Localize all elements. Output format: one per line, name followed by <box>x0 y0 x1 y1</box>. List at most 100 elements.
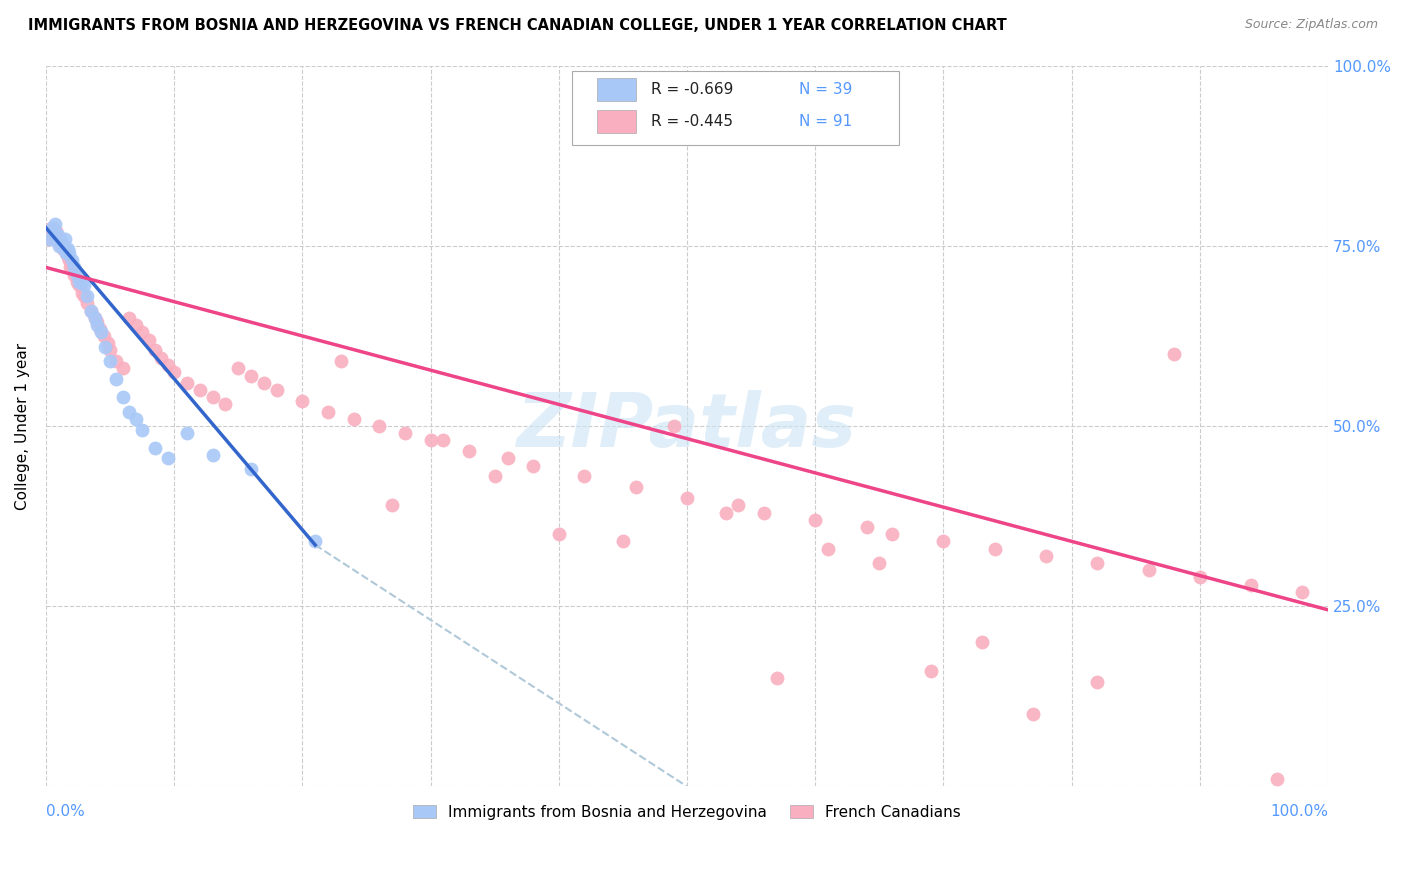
Y-axis label: College, Under 1 year: College, Under 1 year <box>15 343 30 509</box>
Point <box>41 224 63 238</box>
Point <box>547 527 569 541</box>
Point <box>458 444 481 458</box>
Point <box>49 231 72 245</box>
Point <box>53 243 76 257</box>
Text: 100.0%: 100.0% <box>1270 805 1329 820</box>
Point <box>226 361 249 376</box>
Point <box>83 310 105 325</box>
Point <box>52 243 75 257</box>
Point <box>804 513 827 527</box>
Bar <box>598 111 636 133</box>
Point <box>51 239 73 253</box>
Text: R = -0.445: R = -0.445 <box>651 114 733 129</box>
Point <box>86 314 108 328</box>
Point <box>882 527 904 541</box>
Point <box>817 541 839 556</box>
Text: IMMIGRANTS FROM BOSNIA AND HERZEGOVINA VS FRENCH CANADIAN COLLEGE, UNDER 1 YEAR : IMMIGRANTS FROM BOSNIA AND HERZEGOVINA V… <box>28 18 1007 33</box>
Point <box>266 383 288 397</box>
Point <box>970 635 993 649</box>
Point <box>143 343 166 358</box>
Point <box>304 534 326 549</box>
Point <box>63 260 86 275</box>
Point <box>1085 675 1108 690</box>
Point <box>63 268 86 282</box>
Point <box>66 268 89 282</box>
Point <box>44 217 66 231</box>
Point <box>67 278 90 293</box>
Point <box>46 231 69 245</box>
Point <box>201 390 224 404</box>
Point <box>73 278 96 293</box>
Point <box>522 458 544 473</box>
Point <box>920 664 942 678</box>
Point <box>118 404 141 418</box>
Point <box>1085 556 1108 570</box>
Point <box>51 235 73 250</box>
Point <box>143 441 166 455</box>
Point <box>55 246 77 260</box>
Point <box>676 491 699 505</box>
Point <box>52 243 75 257</box>
Point <box>752 506 775 520</box>
Point <box>624 480 647 494</box>
Point <box>52 239 75 253</box>
Point <box>868 556 890 570</box>
Point <box>90 326 112 340</box>
Text: ZIPatlas: ZIPatlas <box>517 390 858 463</box>
Point <box>80 303 103 318</box>
Point <box>125 412 148 426</box>
Point <box>60 253 83 268</box>
Point <box>253 376 276 390</box>
Point <box>1265 772 1288 787</box>
Point <box>496 451 519 466</box>
Point <box>984 541 1007 556</box>
Point <box>56 243 79 257</box>
Point <box>94 340 117 354</box>
Point <box>1240 577 1263 591</box>
Point <box>48 239 70 253</box>
Point <box>58 253 80 268</box>
Point <box>855 520 877 534</box>
Point <box>86 318 108 332</box>
Point <box>42 224 65 238</box>
Point <box>201 448 224 462</box>
Point <box>291 393 314 408</box>
Point <box>612 534 634 549</box>
Point <box>574 469 596 483</box>
Text: N = 39: N = 39 <box>799 82 852 97</box>
Point <box>714 506 737 520</box>
Point <box>38 231 60 245</box>
Point <box>83 310 105 325</box>
Point <box>67 275 90 289</box>
Point <box>1188 570 1211 584</box>
Point <box>150 351 173 365</box>
Point <box>55 246 77 260</box>
Point <box>73 289 96 303</box>
Point <box>156 451 179 466</box>
Point <box>214 397 236 411</box>
Point <box>131 423 153 437</box>
Point <box>44 231 66 245</box>
Text: Source: ZipAtlas.com: Source: ZipAtlas.com <box>1244 18 1378 31</box>
FancyBboxPatch shape <box>572 70 898 145</box>
Point <box>1291 584 1313 599</box>
Point <box>38 231 60 245</box>
Point <box>105 372 128 386</box>
Point <box>53 231 76 245</box>
Point <box>1137 563 1160 577</box>
Point <box>105 354 128 368</box>
Point <box>89 322 111 336</box>
Point <box>329 354 352 368</box>
Point <box>111 390 134 404</box>
Point <box>76 296 98 310</box>
Point <box>125 318 148 332</box>
Point <box>131 326 153 340</box>
Point <box>156 358 179 372</box>
Point <box>138 333 160 347</box>
Point <box>66 275 89 289</box>
Point <box>41 220 63 235</box>
Point <box>70 285 93 300</box>
Point <box>1022 707 1045 722</box>
Point <box>1035 549 1057 563</box>
Point <box>176 376 198 390</box>
